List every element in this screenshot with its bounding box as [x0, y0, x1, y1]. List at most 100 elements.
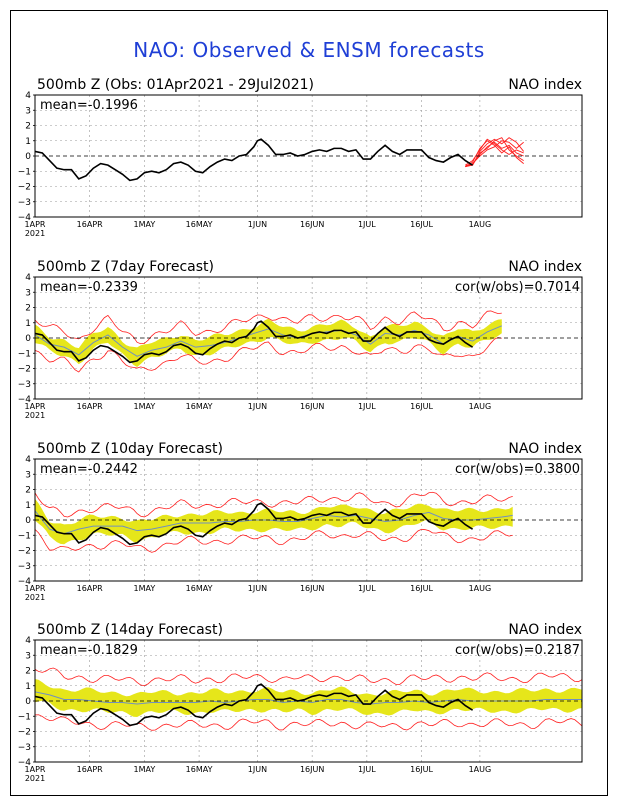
y-tick-label: −1 — [18, 712, 31, 722]
observed-line — [35, 683, 474, 727]
y-tick-label: 2 — [25, 667, 31, 677]
x-tick-label: 1APR — [25, 584, 46, 593]
x-tick-label: 1MAY — [134, 765, 156, 774]
y-tick-label: −1 — [18, 349, 31, 359]
y-tick-label: −1 — [18, 531, 31, 541]
y-tick-label: −2 — [18, 728, 31, 738]
y-tick-label: −4 — [18, 395, 32, 405]
x-tick-label: 16JUN — [300, 220, 324, 229]
observed-line — [35, 138, 474, 182]
page-title: NAO: Observed & ENSM forecasts — [133, 38, 485, 62]
y-tick-label: −2 — [18, 365, 31, 375]
x-tick-label: 1APR — [25, 220, 46, 229]
x-tick-label: 16APR — [77, 584, 103, 593]
y-tick-label: −1 — [18, 167, 31, 177]
y-tick-label: 4 — [25, 273, 31, 283]
panel-1: 500mb Z (Obs: 01Apr2021 - 29Jul2021) NAO … — [18, 77, 583, 238]
x-tick-label: 1APR — [25, 765, 46, 774]
index-label: NAO index — [508, 77, 582, 93]
x-tick-label: 16MAY — [186, 402, 213, 411]
observed-line — [35, 320, 474, 364]
ensemble-mean-line — [35, 510, 513, 535]
envelope-lower-line — [35, 528, 513, 553]
y-tick-label: 0 — [25, 516, 31, 526]
plot-area — [35, 310, 502, 373]
panel-title: 500mb Z (Obs: 01Apr2021 - 29Jul2021) — [37, 77, 314, 93]
x-tick-year-label: 2021 — [25, 774, 45, 783]
panel-4: 500mb Z (14day Forecast) NAO index mean=-0… — [18, 622, 583, 783]
x-tick-label: 1JUN — [248, 584, 267, 593]
plot-area — [35, 491, 513, 553]
y-tick-label: 4 — [25, 455, 31, 465]
y-tick-label: 2 — [25, 486, 31, 496]
x-tick-label: 16MAY — [186, 765, 213, 774]
y-tick-label: −2 — [18, 183, 31, 193]
x-tick-label: 1JUN — [248, 402, 267, 411]
x-tick-label: 1JUN — [248, 765, 267, 774]
y-tick-label: 0 — [25, 334, 31, 344]
x-tick-label: 16JUN — [300, 765, 324, 774]
x-tick-label: 1JUL — [358, 220, 376, 229]
envelope-upper-line — [35, 310, 502, 345]
correlation-label: cor(w/obs)=0.7014 — [455, 280, 580, 295]
y-tick-label: −3 — [18, 562, 31, 572]
plot-area — [35, 137, 525, 182]
x-tick-label: 16JUL — [410, 402, 433, 411]
y-tick-label: −4 — [18, 213, 32, 223]
x-tick-label: 1JUL — [358, 584, 376, 593]
envelope-upper-line — [35, 491, 513, 518]
x-tick-label: 1AUG — [469, 220, 492, 229]
x-tick-label: 1JUN — [248, 220, 267, 229]
x-tick-label: 1AUG — [469, 584, 492, 593]
x-tick-year-label: 2021 — [25, 229, 45, 238]
y-tick-label: 1 — [25, 682, 31, 692]
x-tick-label: 16JUN — [300, 402, 324, 411]
y-tick-label: 3 — [25, 470, 31, 480]
x-tick-label: 16APR — [77, 765, 103, 774]
x-tick-label: 16MAY — [186, 220, 213, 229]
index-label: NAO index — [508, 441, 582, 457]
panel-3: 500mb Z (10day Forecast) NAO index mean=-0… — [18, 441, 583, 602]
mean-label: mean=-0.2339 — [40, 280, 138, 295]
x-tick-year-label: 2021 — [25, 411, 45, 420]
x-tick-label: 16JUL — [410, 765, 433, 774]
y-tick-label: 1 — [25, 319, 31, 329]
correlation-label: cor(w/obs)=0.3800 — [455, 462, 580, 477]
x-tick-label: 1MAY — [134, 220, 156, 229]
panel-title: 500mb Z (10day Forecast) — [37, 441, 223, 457]
panel-title: 500mb Z (14day Forecast) — [37, 622, 223, 638]
spread-band — [35, 498, 513, 545]
y-tick-label: 4 — [25, 91, 31, 101]
envelope-lower-line — [35, 337, 502, 373]
index-label: NAO index — [508, 259, 582, 275]
y-tick-label: 3 — [25, 288, 31, 298]
y-tick-label: −3 — [18, 743, 31, 753]
x-tick-label: 1AUG — [469, 765, 492, 774]
y-tick-label: 0 — [25, 152, 31, 162]
envelope-lower-line — [35, 714, 582, 731]
x-tick-label: 1AUG — [469, 402, 492, 411]
mean-label: mean=-0.1996 — [40, 98, 138, 113]
x-tick-year-label: 2021 — [25, 593, 45, 602]
x-tick-label: 1JUL — [358, 765, 376, 774]
x-tick-label: 1MAY — [134, 402, 156, 411]
figure-frame — [10, 10, 608, 796]
forecast-member-line — [465, 138, 524, 166]
y-tick-label: 0 — [25, 697, 31, 707]
panel-2: 500mb Z (7day Forecast) NAO index mean=-0.… — [18, 259, 583, 420]
x-tick-label: 16JUN — [300, 584, 324, 593]
x-tick-label: 16JUL — [410, 220, 433, 229]
mean-label: mean=-0.2442 — [40, 462, 138, 477]
x-tick-label: 1JUL — [358, 402, 376, 411]
mean-label: mean=-0.1829 — [40, 643, 138, 658]
x-tick-label: 16APR — [77, 402, 103, 411]
index-label: NAO index — [508, 622, 582, 638]
y-tick-label: 1 — [25, 137, 31, 147]
correlation-label: cor(w/obs)=0.2187 — [455, 643, 580, 658]
plot-area — [35, 667, 582, 731]
y-tick-label: 2 — [25, 304, 31, 314]
y-tick-label: 3 — [25, 106, 31, 116]
y-tick-label: −4 — [18, 758, 32, 768]
y-tick-label: 2 — [25, 122, 31, 132]
